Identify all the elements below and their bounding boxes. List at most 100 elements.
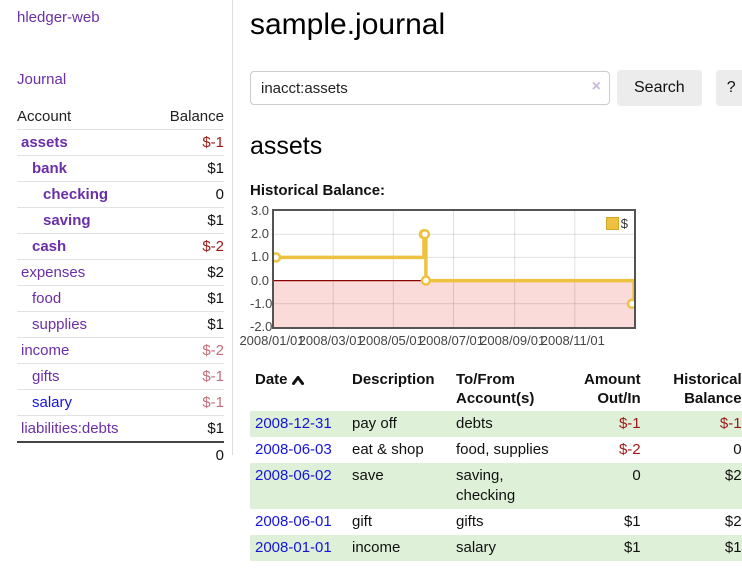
account-row: saving $1 (17, 208, 224, 234)
account-row: bank $1 (17, 156, 224, 182)
accounts-total-value: 0 (152, 442, 224, 468)
transaction-date-link[interactable]: 2008-06-02 (255, 467, 332, 484)
account-link[interactable]: expenses (21, 264, 85, 281)
account-row: food $1 (17, 286, 224, 312)
transaction-row: 2008-06-03 eat & shopfood, supplies$-20 (250, 437, 742, 463)
spacer (17, 442, 152, 468)
account-row: supplies $1 (17, 312, 224, 338)
search-form: × Search ? (250, 70, 742, 106)
account-link[interactable]: checking (43, 186, 108, 203)
register-table: Date Description To/From Account(s) Amou… (250, 367, 742, 561)
account-link[interactable]: assets (21, 134, 68, 151)
clear-search-icon[interactable]: × (592, 78, 601, 96)
search-box: × (250, 71, 610, 105)
sidebar: hledger-web Journal Account Balance asse… (0, 0, 233, 455)
account-link[interactable]: food (32, 290, 61, 307)
transaction-description: eat & shop (347, 437, 451, 463)
transaction-balance: $2 (646, 463, 742, 509)
transaction-amount: $-1 (579, 411, 646, 437)
transaction-balance: $-1 (646, 411, 742, 437)
app-title-link[interactable]: hledger-web (17, 9, 224, 26)
col-date-label: Date (255, 371, 288, 388)
transaction-accounts: saving,checking (451, 463, 579, 509)
transaction-date-link[interactable]: 2008-01-01 (255, 539, 332, 556)
accounts-header-row: Account Balance (17, 104, 224, 130)
search-button[interactable]: Search (617, 70, 702, 106)
account-balance: $2 (152, 260, 224, 286)
col-amount: Amount Out/In (579, 367, 646, 411)
search-input[interactable] (250, 71, 610, 105)
register-table-body: 2008-12-31pay offdebts$-1$-12008-06-03ea… (250, 411, 742, 561)
account-balance: $1 (152, 208, 224, 234)
account-balance: $1 (152, 286, 224, 312)
historical-balance-chart: $ 3.02.01.00.0-1.0-2.0 2008/01/012008/03… (250, 207, 742, 349)
account-link[interactable]: saving (43, 212, 91, 229)
account-link[interactable]: bank (32, 160, 67, 177)
transaction-row: 2008-12-31pay offdebts$-1$-1 (250, 411, 742, 437)
transaction-description: income (347, 535, 451, 561)
chart-legend: $ (604, 215, 630, 232)
account-balance: $1 (152, 312, 224, 338)
page-title: sample.journal (250, 8, 742, 42)
chart-plot-area: $ (272, 209, 636, 329)
transaction-accounts: gifts (451, 509, 579, 535)
account-balance: $1 (152, 416, 224, 443)
col-date[interactable]: Date (250, 367, 347, 411)
accounts-col-balance: Balance (152, 104, 224, 130)
account-row: cash $-2 (17, 234, 224, 260)
transaction-amount: $-2 (579, 437, 646, 463)
account-heading: assets (250, 132, 742, 161)
col-balance: Historical Balance (646, 367, 742, 411)
transaction-description: save (347, 463, 451, 509)
account-link[interactable]: supplies (32, 316, 87, 333)
account-balance: $-2 (152, 338, 224, 364)
col-description: Description (347, 367, 451, 411)
account-row: assets $-1 (17, 130, 224, 156)
accounts-total-row: 0 (17, 442, 224, 468)
account-balance: $-1 (152, 390, 224, 416)
account-link[interactable]: salary (32, 394, 72, 411)
main-content: sample.journal × Search ? assets Histori… (233, 0, 742, 561)
transaction-accounts: food, supplies (451, 437, 579, 463)
account-link[interactable]: cash (32, 238, 66, 255)
account-balance: $-1 (152, 130, 224, 156)
y-tick-label: 1.0 (250, 250, 269, 264)
sort-asc-icon (292, 372, 304, 389)
transaction-amount: 0 (579, 463, 646, 509)
transaction-amount: $1 (579, 509, 646, 535)
account-row: salary $-1 (17, 390, 224, 416)
account-balance: 0 (152, 182, 224, 208)
transaction-date-link[interactable]: 2008-06-03 (255, 441, 332, 458)
app-window: hledger-web Journal Account Balance asse… (0, 0, 742, 561)
chart-title: Historical Balance: (250, 182, 742, 199)
account-link[interactable]: liabilities:debts (21, 420, 119, 437)
account-row: gifts $-1 (17, 364, 224, 390)
transaction-balance: $2 (646, 509, 742, 535)
account-balance: $-2 (152, 234, 224, 260)
chart-canvas (274, 211, 634, 327)
account-row: income $-2 (17, 338, 224, 364)
transaction-description: gift (347, 509, 451, 535)
transaction-date-link[interactable]: 2008-12-31 (255, 415, 332, 432)
transaction-accounts: salary (451, 535, 579, 561)
legend-label: $ (621, 216, 628, 231)
register-header-row: Date Description To/From Account(s) Amou… (250, 367, 742, 411)
transaction-balance: 0 (646, 437, 742, 463)
help-button[interactable]: ? (716, 70, 742, 106)
account-link[interactable]: income (21, 342, 69, 359)
y-tick-label: 3.0 (250, 204, 269, 218)
transaction-description: pay off (347, 411, 451, 437)
account-row: expenses $2 (17, 260, 224, 286)
transaction-amount: $1 (579, 535, 646, 561)
accounts-col-account: Account (17, 104, 152, 130)
transaction-row: 2008-06-02 savesaving,checking0$2 (250, 463, 742, 509)
y-tick-label: 0.0 (250, 274, 269, 288)
transaction-date-link[interactable]: 2008-06-01 (255, 513, 332, 530)
account-link[interactable]: gifts (32, 368, 60, 385)
transaction-row: 2008-06-01 giftgifts$1$2 (250, 509, 742, 535)
account-balance: $1 (152, 156, 224, 182)
account-balance: $-1 (152, 364, 224, 390)
y-tick-label: 2.0 (250, 227, 269, 241)
transaction-balance: $1 (646, 535, 742, 561)
sidebar-item-journal[interactable]: Journal (17, 71, 224, 88)
